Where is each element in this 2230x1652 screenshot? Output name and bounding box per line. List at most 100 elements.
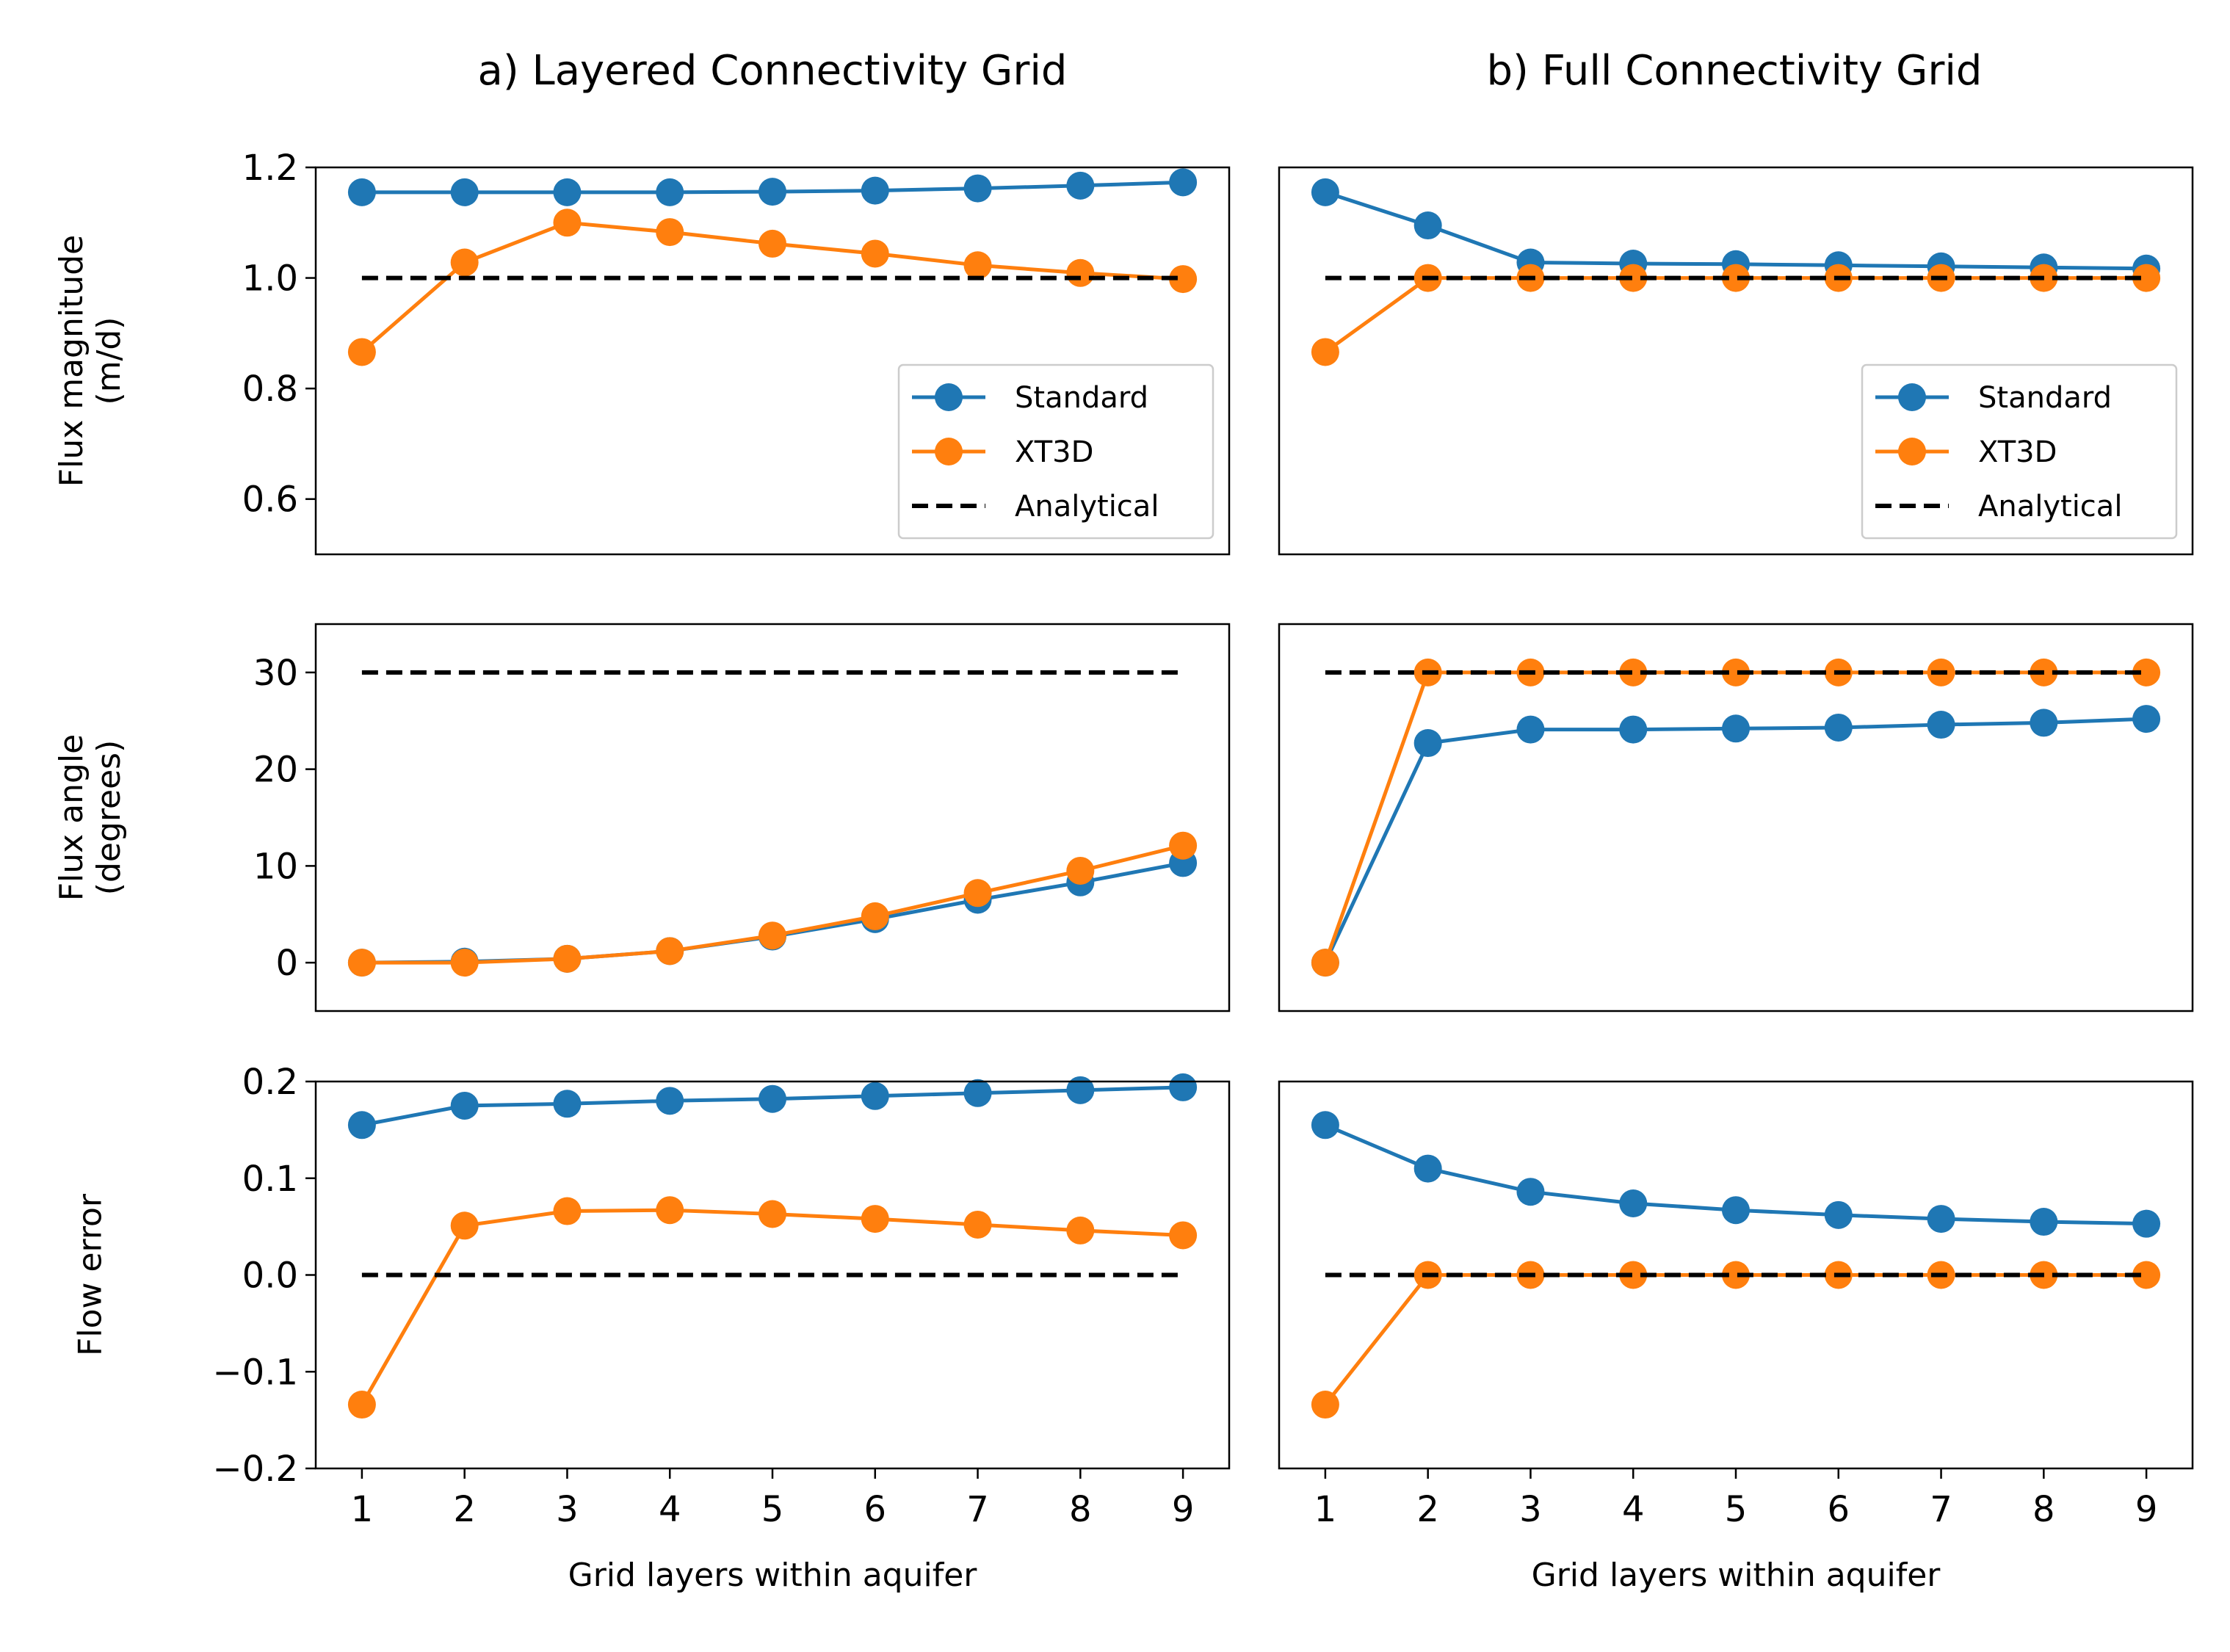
x-tick-label: 3	[1519, 1489, 1542, 1530]
standard-point	[861, 1082, 889, 1110]
x-axis-label: Grid layers within aquifer	[1532, 1557, 1941, 1594]
standard-point	[347, 178, 376, 206]
x-tick-label: 1	[351, 1489, 374, 1530]
legend-marker-xt3d	[1898, 438, 1926, 465]
standard-point	[450, 1091, 479, 1120]
x-tick-label: 3	[556, 1489, 579, 1530]
standard-point	[1722, 714, 1750, 743]
xt3d-point	[656, 1196, 684, 1225]
xt3d-point	[1066, 1216, 1095, 1245]
standard-point	[1722, 1196, 1750, 1225]
legend-marker-standard	[935, 383, 963, 411]
legend-marker-standard	[1898, 383, 1926, 411]
x-tick-label: 2	[1416, 1489, 1439, 1530]
standard-point	[1927, 1205, 1955, 1233]
standard-point	[963, 1079, 992, 1107]
xt3d-point	[1619, 1261, 1648, 1289]
plot-frame	[1278, 623, 2194, 1012]
standard-point	[759, 178, 786, 206]
y-tick-label: 30	[253, 653, 298, 694]
standard-point	[2132, 1209, 2161, 1238]
x-tick-label: 5	[1725, 1489, 1748, 1530]
xt3d-point	[861, 902, 889, 930]
panel-r0-c0: 0.6 0.8 1.0 1.2 Flux magnitude(m/d) Standard X…	[53, 148, 1231, 556]
y-axis-label-line: Flow error	[71, 1193, 109, 1356]
xt3d-point	[553, 1197, 582, 1225]
y-tick-label: 20	[253, 750, 298, 791]
standard-point	[2030, 709, 2058, 737]
xt3d-point	[1169, 831, 1198, 860]
y-tick-label: 10	[253, 846, 298, 887]
y-tick-label: −0.2	[212, 1449, 298, 1490]
y-tick-label: 0.8	[242, 369, 298, 410]
xt3d-point	[1169, 265, 1198, 294]
y-axis-label: Flux magnitude(m/d)	[53, 235, 128, 487]
xt3d-point	[1722, 264, 1750, 292]
xt3d-point	[759, 229, 786, 258]
x-tick-label: 4	[1622, 1489, 1645, 1530]
legend: Standard XT3D Analytical	[897, 363, 1214, 540]
xt3d-point	[450, 949, 479, 977]
xt3d-point	[1066, 258, 1095, 287]
plot-frame	[314, 166, 1231, 556]
x-tick-label: 9	[1172, 1489, 1195, 1530]
standard-point	[1066, 1076, 1095, 1104]
xt3d-point	[963, 251, 992, 280]
xt3d-point	[1722, 658, 1750, 686]
standard-point	[2030, 1208, 2058, 1236]
xt3d-point	[1311, 949, 1339, 977]
x-tick-label: 7	[1930, 1489, 1952, 1530]
xt3d-point	[2132, 264, 2161, 292]
x-tick-label: 1	[1314, 1489, 1337, 1530]
plot-frame	[314, 623, 1231, 1012]
x-tick-label: 5	[761, 1489, 784, 1530]
y-tick-label: 0	[275, 943, 298, 984]
standard-point	[963, 174, 992, 203]
standard-point	[1927, 711, 1955, 739]
x-tick-label: 6	[864, 1489, 887, 1530]
xt3d-point	[656, 218, 684, 247]
xt3d-point	[1311, 338, 1339, 366]
legend-marker-xt3d	[935, 438, 963, 465]
standard-point	[1311, 178, 1339, 206]
y-axis-label-line: (degrees)	[90, 740, 128, 895]
standard-point	[861, 176, 889, 205]
xt3d-point	[1619, 264, 1648, 292]
standard-point	[1311, 1111, 1339, 1140]
y-axis-label: Flux angle(degrees)	[53, 734, 128, 902]
xt3d-point	[450, 248, 479, 277]
standard-point	[1413, 211, 1442, 240]
xt3d-point	[963, 879, 992, 907]
xt3d-point	[347, 949, 376, 977]
xt3d-point	[759, 1200, 786, 1228]
legend-box	[1861, 363, 2178, 540]
xt3d-point	[553, 209, 582, 237]
x-tick-label: 8	[1069, 1489, 1092, 1530]
legend-box	[897, 363, 1214, 540]
x-tick-label: 8	[2032, 1489, 2055, 1530]
y-tick-label: 0.6	[242, 479, 298, 521]
standard-point	[1516, 1178, 1545, 1206]
xt3d-point	[1619, 658, 1648, 686]
x-tick-label: 2	[453, 1489, 476, 1530]
xt3d-point	[759, 921, 786, 950]
standard-point	[759, 1084, 786, 1113]
y-tick-label: 1.2	[242, 148, 298, 189]
legend-label-standard: Standard	[1015, 381, 1148, 415]
y-axis-label-line: (m/d)	[90, 317, 128, 405]
xt3d-point	[656, 937, 684, 966]
standard-point	[656, 1087, 684, 1115]
xt3d-point	[861, 1205, 889, 1233]
legend-label-analytical: Analytical	[1015, 490, 1159, 524]
y-tick-label: 1.0	[242, 258, 298, 300]
xt3d-point	[1066, 856, 1095, 885]
panel-r2-c1: 1 2 3 4 5 6 7 8 9 Grid layers within aquifer	[1278, 1080, 2194, 1594]
panel-r2-c0: −0.2 −0.1 0.0 0.1 0.2 Flow error 1 2 3 4 5 6 7 8 9 Grid…	[71, 1062, 1231, 1594]
panel-r1-c1	[1278, 623, 2194, 1012]
xt3d-point	[450, 1211, 479, 1240]
standard-point	[1619, 1189, 1648, 1218]
y-tick-label: 0.1	[242, 1159, 298, 1200]
legend-label-standard: Standard	[1978, 381, 2112, 415]
y-tick-label: −0.1	[212, 1352, 298, 1393]
